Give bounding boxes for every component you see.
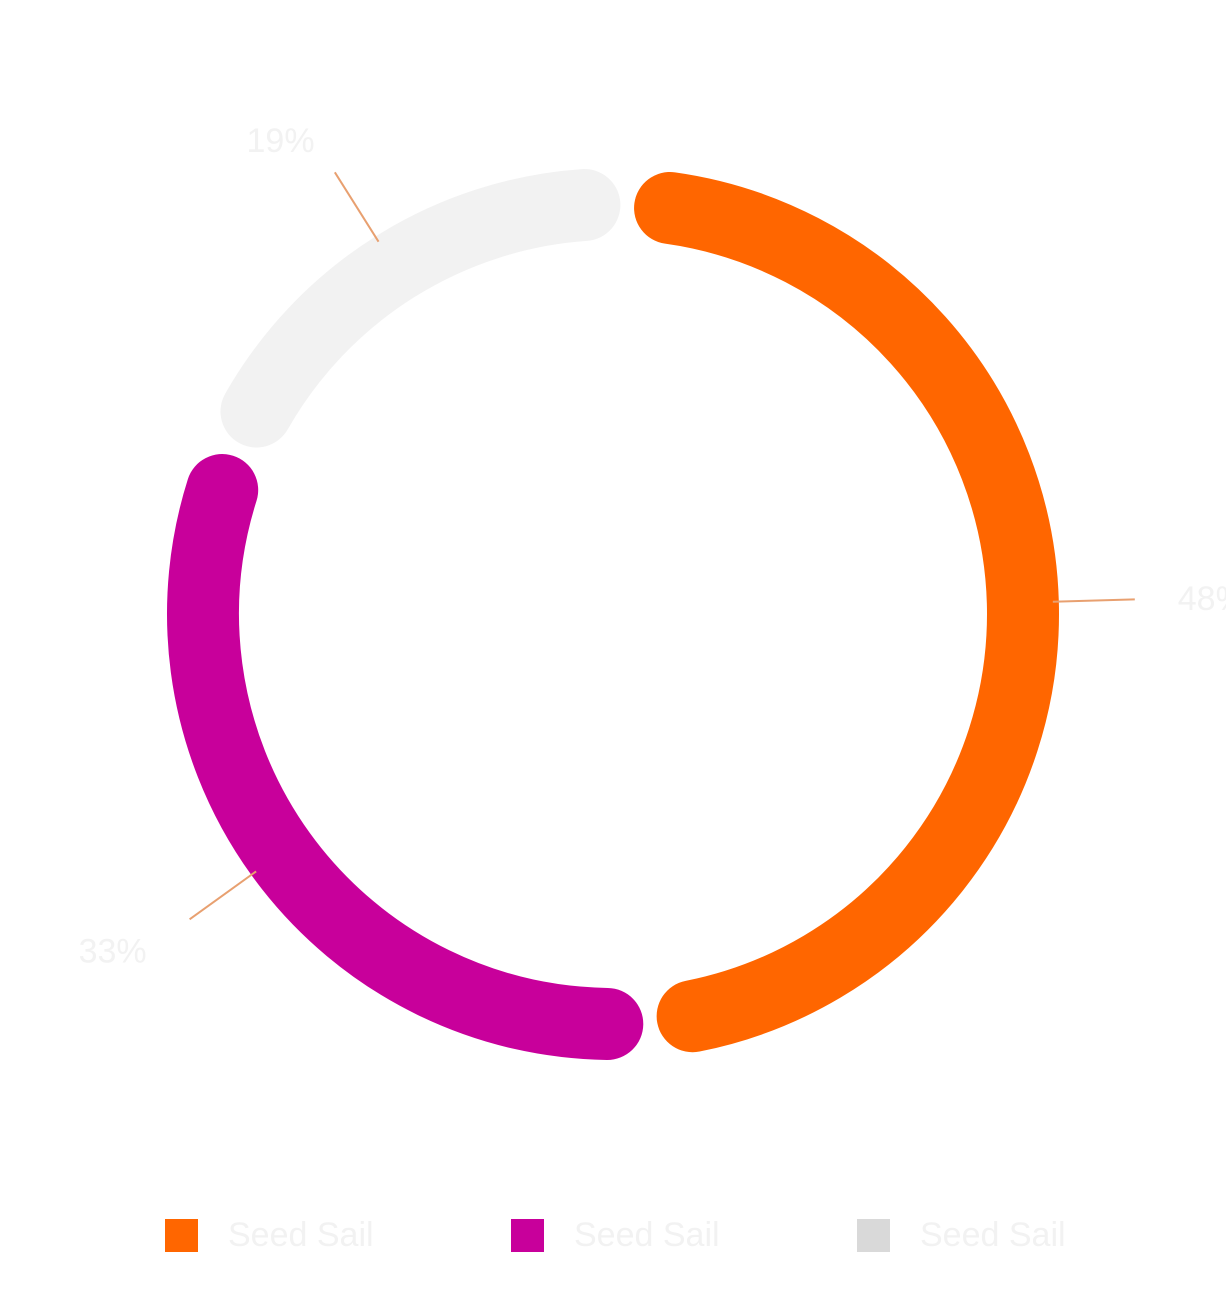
leader-lines [189,171,1135,921]
legend-label: Seed Sail [574,1215,720,1254]
leader-line [189,870,257,921]
leader-line [1052,598,1135,603]
donut-segment[interactable] [220,168,621,448]
percent-label: 48% [1178,580,1226,618]
donut-arcs [167,168,1059,1060]
legend-item[interactable]: Seed Sail [511,1215,720,1254]
percent-labels: 48% 33% 19% [79,122,1226,970]
legend: Seed Sail Seed Sail Seed Sail [0,1215,1226,1254]
legend-item[interactable]: Seed Sail [165,1215,374,1254]
legend-swatch [511,1218,544,1252]
legend-item[interactable]: Seed Sail [857,1215,1066,1254]
legend-label: Seed Sail [920,1215,1066,1254]
leader-line [333,171,380,243]
percent-label: 33% [79,932,147,970]
legend-label: Seed Sail [228,1215,374,1254]
percent-label: 19% [247,122,315,160]
donut-segment[interactable] [167,454,644,1060]
legend-swatch [857,1218,890,1252]
legend-swatch [165,1218,198,1252]
donut-segment[interactable] [634,171,1059,1053]
